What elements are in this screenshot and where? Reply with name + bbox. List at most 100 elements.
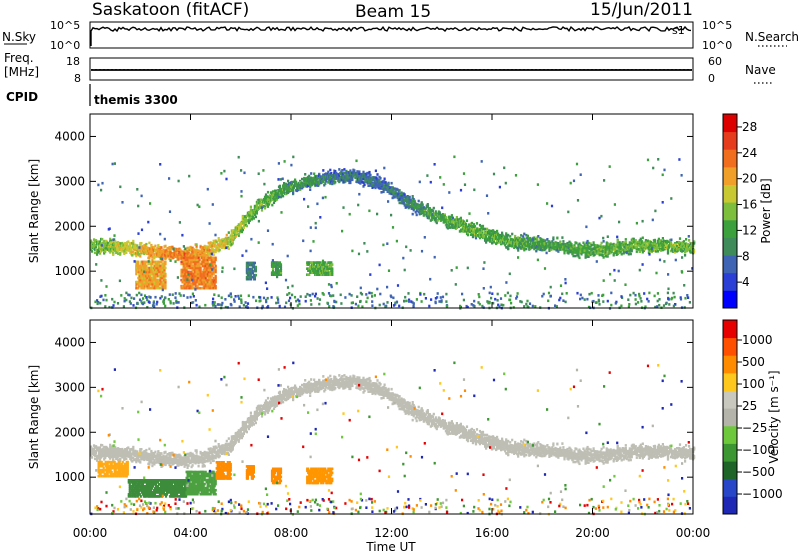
power-cell <box>475 222 479 225</box>
power-cell <box>376 173 379 176</box>
power-cell <box>426 203 429 206</box>
power-cell <box>421 203 424 206</box>
power-cell <box>247 211 250 214</box>
power-cell <box>351 176 354 179</box>
power-cell <box>619 251 622 254</box>
power-cell <box>653 238 656 242</box>
power-cell <box>356 170 359 173</box>
power-cell <box>209 286 212 290</box>
power-cell <box>203 244 206 248</box>
power-cell <box>276 267 280 270</box>
power-cell <box>555 241 558 245</box>
power-cell <box>468 230 472 234</box>
power-cell <box>325 178 328 181</box>
power-cell <box>140 280 143 284</box>
power-cell <box>200 276 203 280</box>
power-cell <box>198 258 201 262</box>
power-cell <box>398 189 401 192</box>
power-cell <box>214 250 217 254</box>
power-cell <box>139 243 142 247</box>
power-cell <box>486 237 489 241</box>
power-cell <box>168 246 171 249</box>
power-cell <box>668 238 672 242</box>
power-cell <box>148 262 151 266</box>
power-cell <box>333 172 336 175</box>
power-cell <box>210 258 213 262</box>
power-cell <box>214 278 217 282</box>
power-cell <box>127 240 130 243</box>
power-cell <box>318 182 321 186</box>
power-cell <box>583 247 586 250</box>
power-cell <box>104 243 107 247</box>
nsky-panel: N.Sky 10^5 10^0 10^5 10^0 N.Search s1 <box>2 19 799 52</box>
power-cell <box>188 282 191 286</box>
power-cell <box>134 246 137 250</box>
power-cell <box>582 241 585 245</box>
power-cell <box>314 181 317 185</box>
power-cell <box>153 255 156 258</box>
power-cell <box>546 238 549 241</box>
power-cell <box>139 268 142 272</box>
power-cell <box>596 244 599 247</box>
power-cell <box>245 224 248 228</box>
power-cell <box>579 249 582 252</box>
power-cell <box>338 174 341 177</box>
power-cell <box>492 229 495 232</box>
power-cell <box>93 242 96 246</box>
power-cell <box>221 240 224 243</box>
power-cell <box>602 256 605 259</box>
power-cell <box>310 172 313 175</box>
power-cell <box>246 265 249 269</box>
power-cell <box>204 270 207 274</box>
power-cell <box>154 260 157 264</box>
nsky-frame <box>89 21 694 49</box>
power-cell <box>204 282 207 286</box>
power-cell <box>435 221 438 225</box>
power-cell <box>152 278 155 282</box>
power-cell <box>458 230 461 233</box>
power-cell <box>270 198 274 201</box>
power-cell <box>217 246 220 250</box>
power-cell <box>214 274 217 278</box>
power-cell <box>217 237 220 240</box>
power-cell <box>109 237 112 241</box>
power-cell <box>431 209 434 213</box>
power-cell <box>432 206 435 210</box>
power-cell <box>326 172 329 176</box>
power-cell <box>313 271 316 274</box>
power-cell <box>448 226 451 229</box>
power-cell <box>312 265 315 268</box>
nsky-tick-bottom: 10^0 <box>50 39 80 52</box>
power-cell <box>470 221 474 225</box>
power-cell <box>155 250 158 254</box>
power-cell <box>462 223 466 226</box>
power-cell <box>450 223 453 226</box>
power-cell <box>165 249 168 252</box>
power-cell <box>144 260 147 264</box>
power-cell <box>247 271 250 275</box>
power-cell <box>137 251 140 255</box>
power-cell <box>145 242 148 246</box>
power-cell <box>522 235 525 238</box>
power-cell <box>200 274 203 278</box>
power-cell <box>230 233 233 237</box>
power-cell <box>305 183 308 186</box>
power-cell <box>604 249 607 252</box>
power-cell <box>473 228 477 232</box>
power-cell <box>472 223 476 226</box>
power-cell <box>441 213 444 216</box>
power-cell <box>186 284 189 288</box>
power-cell <box>204 256 207 260</box>
power-cell <box>187 266 190 270</box>
power-cell <box>239 224 242 228</box>
power-cell <box>137 286 140 290</box>
power-cell <box>413 199 416 203</box>
power-cell <box>139 270 142 274</box>
power-cell <box>214 266 217 270</box>
power-cell <box>353 169 356 172</box>
power-cell <box>638 250 641 253</box>
power-cell <box>562 242 565 246</box>
power-cell <box>367 184 370 187</box>
power-cell <box>249 216 252 220</box>
power-cell <box>511 244 514 248</box>
